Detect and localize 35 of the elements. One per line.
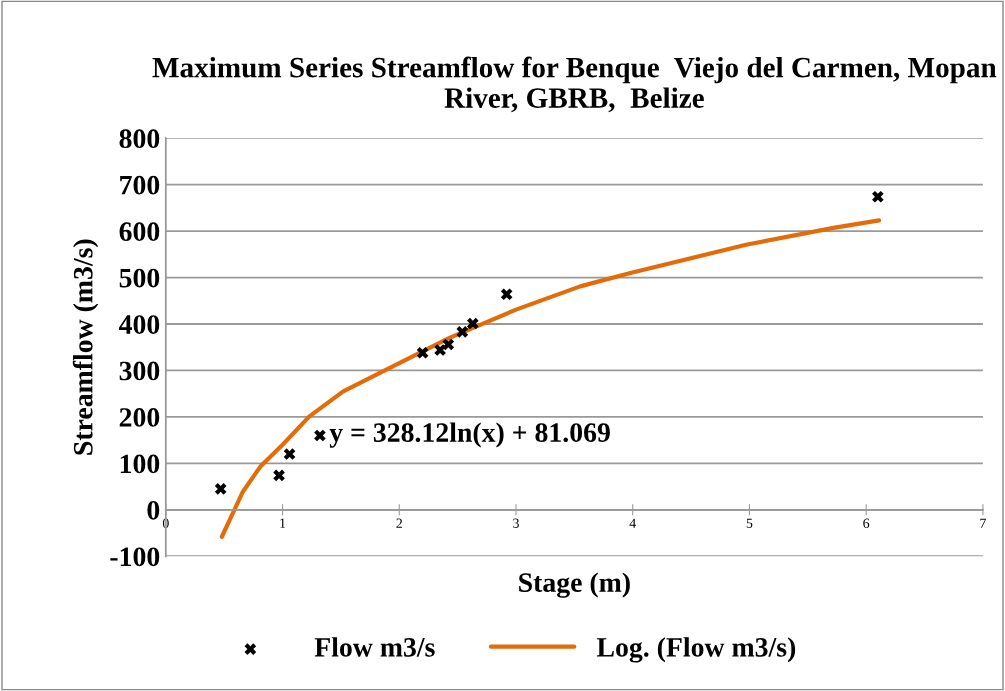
point: [214, 483, 227, 495]
x-tick-label: 1: [280, 518, 286, 528]
y-tick-label: 700: [120, 175, 160, 195]
y-tick-label: 200: [119, 408, 160, 427]
y-tick-label: 300: [119, 361, 160, 381]
x-tick-label: 0: [162, 518, 169, 528]
line-series: [219, 218, 882, 539]
point: [434, 344, 446, 356]
point: [283, 448, 296, 460]
x-tick-label: 5: [746, 518, 753, 528]
point: [500, 288, 513, 301]
x-tick-label: 6: [863, 518, 870, 528]
point: [872, 190, 884, 203]
point: [442, 338, 455, 351]
chart-title: Maximum Series Streamflow for Benque Viejo del Carmen, Mopan River, GBRB, Belize: [152, 56, 997, 113]
point: [314, 429, 326, 442]
y-tick-label: 800: [119, 129, 160, 149]
y-tick-label: 400: [118, 315, 160, 334]
x-tick-label: 2: [396, 518, 402, 528]
x-axis-title: Stage (m): [519, 572, 630, 598]
point: [456, 326, 469, 338]
annotation: y = 328.12ln(x) + 81.069: [329, 422, 610, 448]
y-axis-title: Streamflow (m3/s): [72, 239, 99, 455]
point: [467, 317, 479, 330]
point: [273, 469, 285, 482]
y-tick-label: 100: [120, 454, 160, 474]
legend-label: Flow m3/s: [314, 637, 435, 657]
x-tick-label: 4: [629, 518, 636, 528]
y-tick-label: 500: [119, 268, 160, 288]
x-tick-label: 7: [980, 518, 986, 528]
x-tick-label: 3: [513, 518, 519, 528]
legend-label: Log. (Flow m3/s): [596, 637, 796, 663]
y-tick-label: -100: [110, 547, 160, 567]
y-tick-label: 600: [119, 222, 160, 242]
point: [416, 346, 429, 359]
